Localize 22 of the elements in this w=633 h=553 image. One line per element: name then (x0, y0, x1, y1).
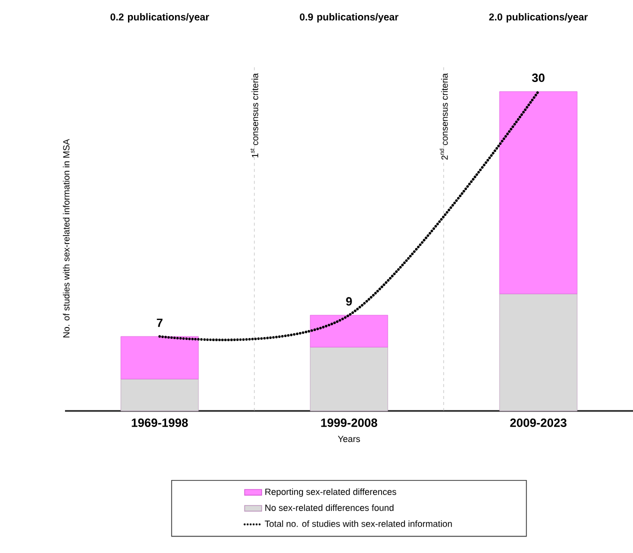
y-axis-title: No. of studies with sex-related information in MSA (62, 138, 70, 338)
data-label: 30 (532, 74, 544, 82)
bar (499, 91, 578, 294)
data-label: 7 (156, 318, 162, 327)
annotation: 2.0 publications/year (489, 13, 588, 22)
data-label: 9 (346, 297, 352, 306)
bar (120, 336, 199, 380)
x-tick-label: 1999-2008 (321, 418, 378, 427)
annotation: 0.9 publications/year (300, 13, 398, 22)
annotation: 0.2 publications/year (110, 13, 210, 22)
legend-label: No sex-related differences found (265, 504, 394, 511)
annotation: 1$^{st}$ consensus criteria (250, 73, 258, 158)
bar (310, 314, 388, 348)
x-tick-label: 1969-1998 (132, 418, 188, 427)
bar (499, 294, 578, 412)
x-tick-label: 2009-2023 (510, 418, 566, 427)
legend-label: Total no. of studies with sex-related information (264, 520, 452, 527)
bar (310, 346, 388, 412)
x-axis-title: Years (338, 436, 360, 442)
legend-label: Reporting sex-related differences (265, 488, 396, 497)
bar (120, 378, 199, 412)
annotation: 2$^{nd}$ consensus criteria (440, 73, 448, 160)
